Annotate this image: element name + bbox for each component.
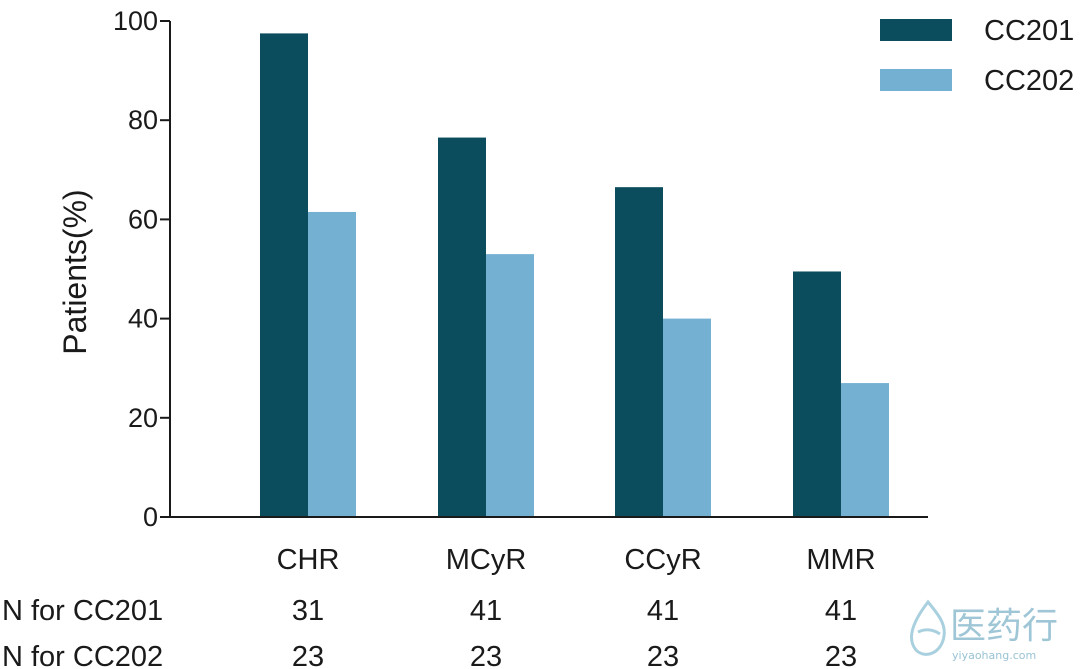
bar-cc202-chr <box>308 211 356 517</box>
y-tick-label: 20 <box>128 403 158 433</box>
x-category-label: CCyR <box>624 544 701 576</box>
legend: CC201 CC202 <box>880 15 1074 97</box>
x-category-label: MMR <box>806 544 875 576</box>
bar-cc202-ccyr <box>663 318 711 517</box>
n-row-value: 23 <box>470 641 502 669</box>
bar-cc202-mcyr <box>486 254 534 517</box>
n-row-value: 23 <box>825 641 857 669</box>
y-tick-label: 0 <box>143 502 158 532</box>
n-row-value: 41 <box>647 595 679 627</box>
y-tick-label: 40 <box>128 304 158 334</box>
y-axis-title: Patients(%) <box>57 189 93 354</box>
x-category-label: CHR <box>277 544 340 576</box>
y-axis: 0 20 40 60 80 100 <box>113 6 171 532</box>
x-category-label: MCyR <box>446 544 527 576</box>
bar-cc201-mcyr <box>438 137 486 517</box>
bar-cc201-ccyr <box>615 187 663 517</box>
bar-cc201-mmr <box>793 271 841 517</box>
legend-label-cc201: CC201 <box>984 15 1074 47</box>
bar-cc202-mmr <box>841 383 889 517</box>
y-tick-label: 100 <box>113 6 158 36</box>
n-row-value: 23 <box>647 641 679 669</box>
watermark-text: 医药行 <box>950 606 1058 647</box>
bars-group <box>260 33 889 518</box>
watermark: 医药行 yiyaohang.com <box>910 599 1058 662</box>
legend-swatch-cc201 <box>880 19 952 41</box>
bar-cc201-chr <box>260 33 308 518</box>
x-axis: CHR MCyR CCyR MMR <box>170 516 928 576</box>
n-row-value: 41 <box>825 595 857 627</box>
n-row-label: N for CC202 <box>2 641 163 669</box>
legend-swatch-cc202 <box>880 69 952 91</box>
sample-size-table: N for CC201 31 41 41 41 N for CC202 23 23 23 23 <box>2 595 857 669</box>
leaf-drop-icon <box>910 599 946 656</box>
n-row-value: 23 <box>292 641 324 669</box>
y-tick-label: 60 <box>128 204 158 234</box>
watermark-subtext: yiyaohang.com <box>952 649 1036 662</box>
n-row-value: 31 <box>292 595 324 627</box>
legend-label-cc202: CC202 <box>984 65 1074 97</box>
n-row-value: 41 <box>470 595 502 627</box>
y-tick-label: 80 <box>128 105 158 135</box>
n-row-label: N for CC201 <box>2 595 163 627</box>
